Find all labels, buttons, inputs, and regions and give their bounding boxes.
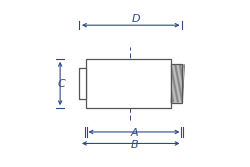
Bar <box>171 64 182 103</box>
Text: B: B <box>131 140 139 150</box>
Text: A: A <box>131 128 139 138</box>
Text: D: D <box>131 14 140 24</box>
Bar <box>86 59 171 108</box>
Text: C: C <box>58 78 66 89</box>
Bar <box>79 68 86 99</box>
